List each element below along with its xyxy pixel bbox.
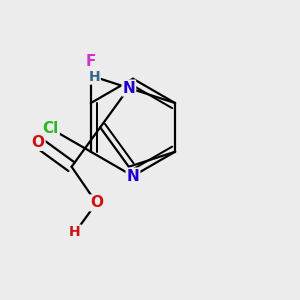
Text: H: H — [88, 70, 100, 84]
Text: F: F — [85, 54, 96, 69]
Text: N: N — [127, 169, 139, 184]
Text: H: H — [69, 225, 81, 239]
Text: O: O — [32, 135, 45, 150]
Text: O: O — [90, 195, 103, 210]
Text: N: N — [122, 80, 135, 95]
Text: Cl: Cl — [43, 121, 59, 136]
